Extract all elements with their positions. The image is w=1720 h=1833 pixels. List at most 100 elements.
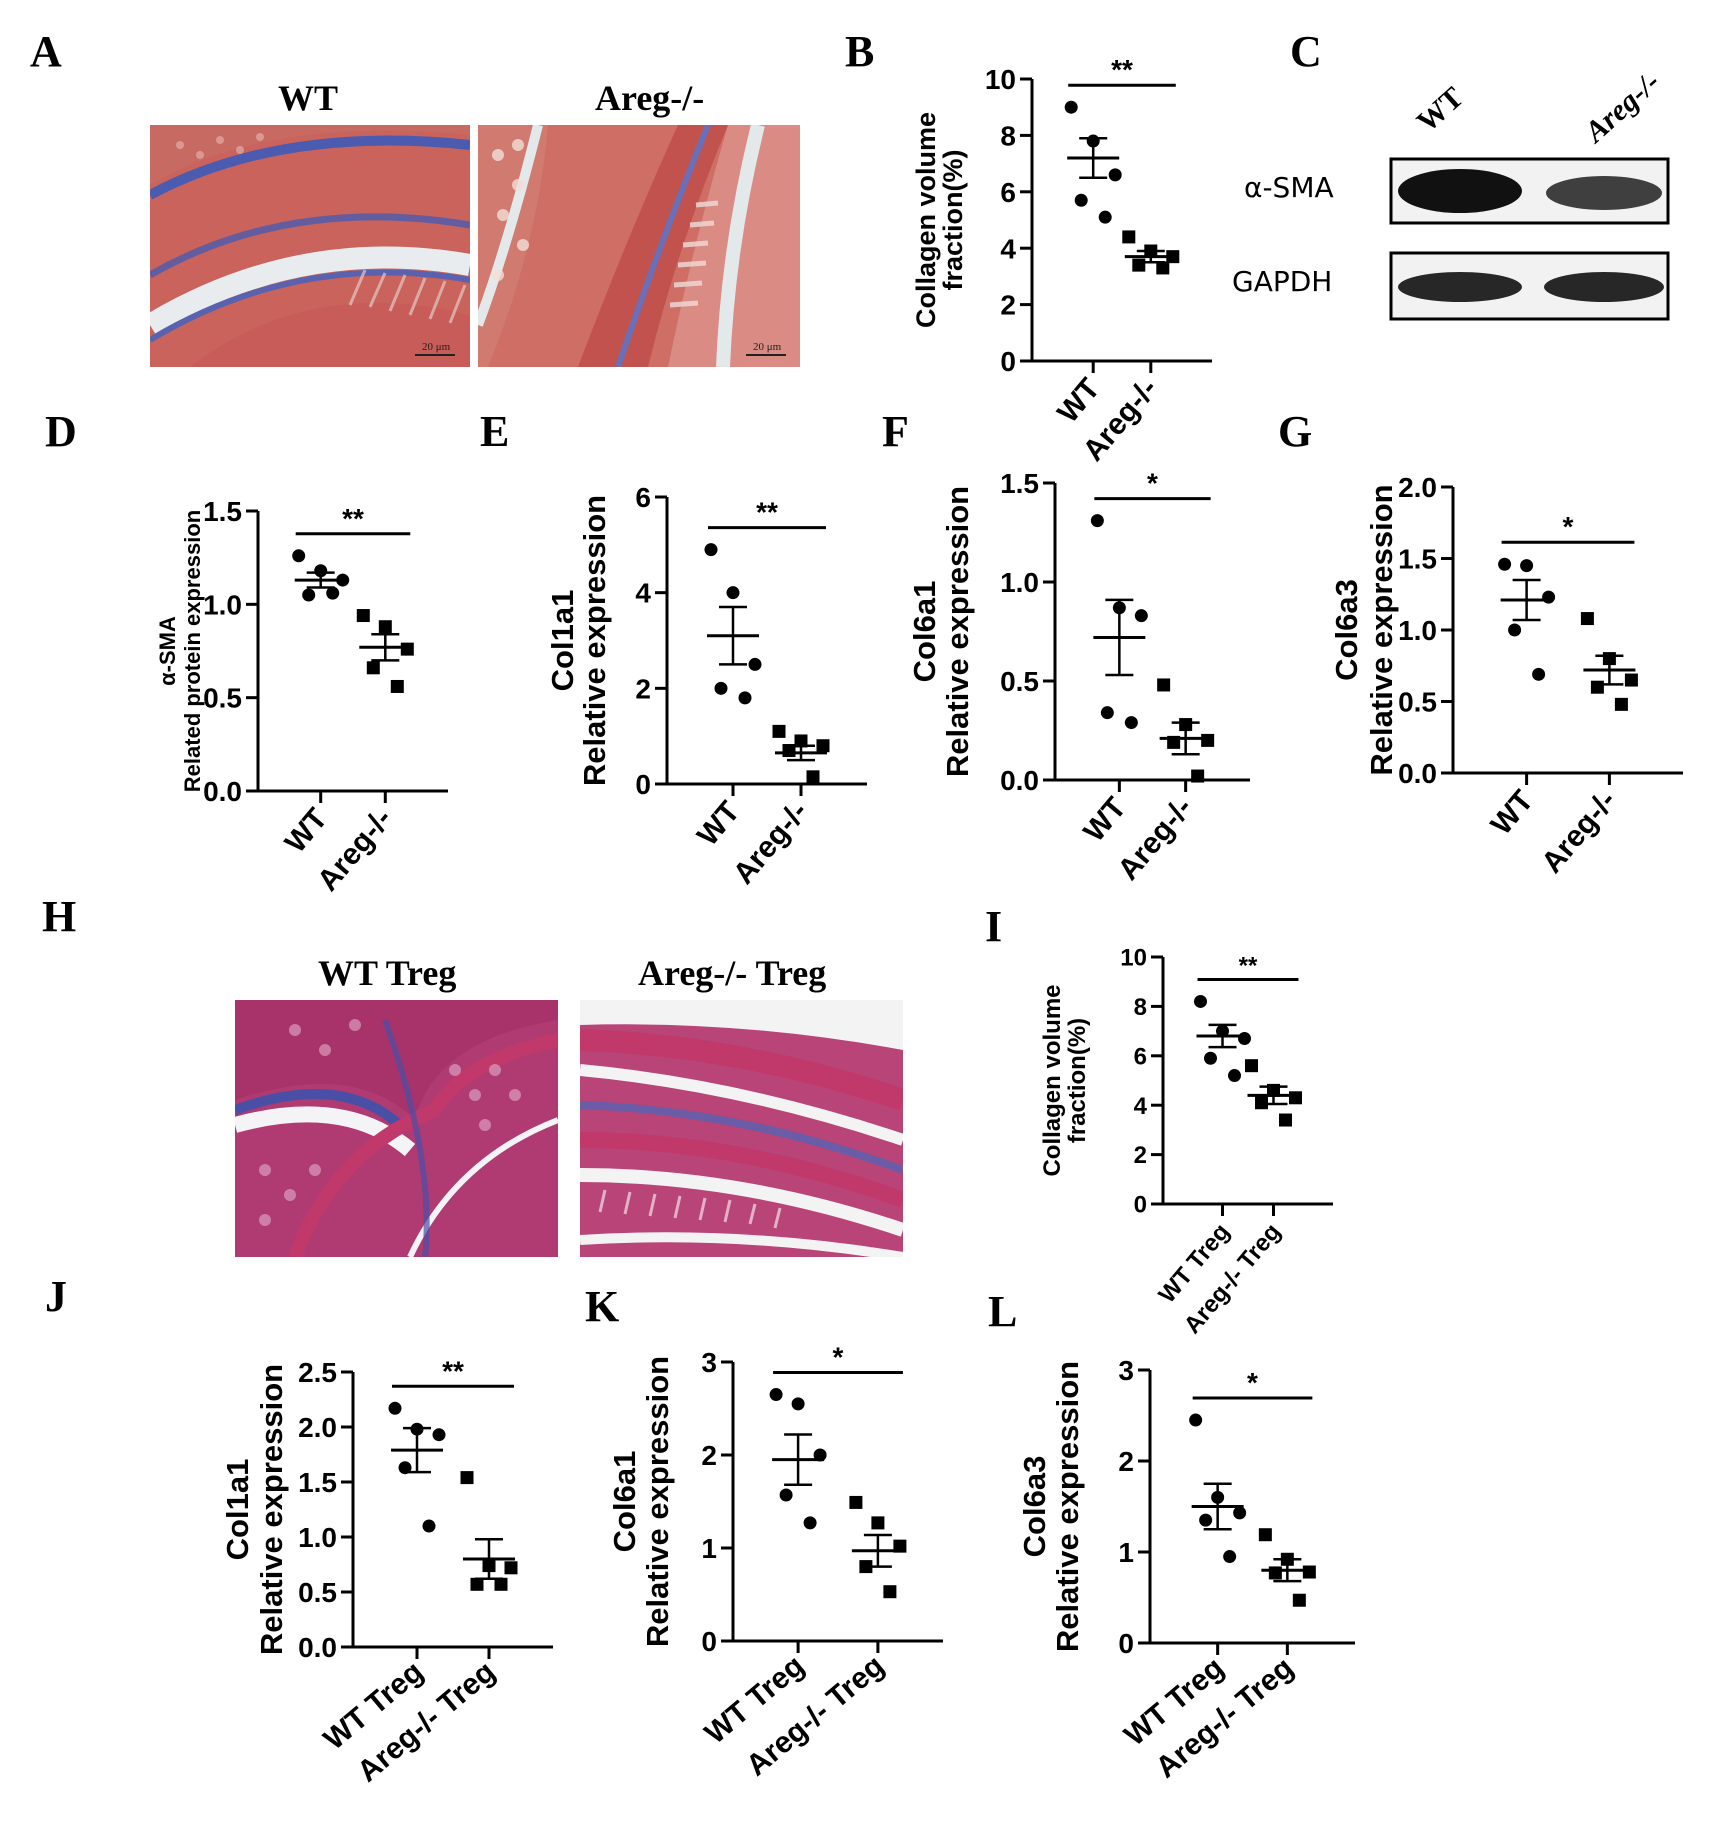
panel-letter-k: K (585, 1282, 620, 1331)
y-tick-label: 2 (1134, 1142, 1147, 1169)
data-point (1292, 1593, 1306, 1607)
data-point (1074, 193, 1088, 207)
y-tick-label: 0.5 (298, 1577, 337, 1608)
data-point (871, 1516, 885, 1530)
data-point (1520, 559, 1534, 573)
histology-title-wt-treg: WT Treg (318, 953, 457, 993)
data-point (738, 691, 752, 705)
y-tick-label: 1.5 (1000, 468, 1039, 499)
y-axis-label: Col1a1 (545, 590, 580, 692)
blot-row-label-alpha-sma: α-SMA (1244, 171, 1334, 204)
data-point (806, 770, 820, 784)
x-tick-label: WT (1485, 784, 1540, 841)
panel-letter-e: E (480, 407, 510, 456)
data-point (1124, 716, 1138, 730)
x-tick-label: WT (1077, 791, 1132, 848)
data-point (390, 679, 404, 693)
data-point (378, 620, 392, 634)
data-point (1132, 258, 1146, 272)
panel-letter-g: G (1278, 407, 1313, 456)
y-tick-label: 1.5 (1398, 544, 1437, 575)
significance-label: * (1563, 511, 1574, 542)
y-tick-label: 2.0 (298, 1412, 337, 1443)
data-point (1199, 1513, 1213, 1527)
y-tick-label: 8 (1000, 120, 1016, 151)
data-point (1302, 1565, 1316, 1579)
y-axis-label: Relative expression (1050, 1361, 1085, 1652)
y-axis-label: Relative expression (254, 1364, 289, 1655)
y-axis-label: α-SMA (155, 616, 180, 686)
data-point (1233, 1506, 1247, 1520)
y-tick-label: 3 (701, 1347, 717, 1378)
histology-title-areg-ko-treg: Areg-/- Treg (638, 953, 827, 993)
panel-letter-a: A (30, 27, 62, 76)
data-point (1542, 590, 1556, 604)
y-tick-label: 6 (1134, 1043, 1147, 1070)
data-point (726, 586, 740, 600)
x-tick-label: Areg-/- (727, 795, 814, 890)
panel-letter-i: I (985, 902, 1003, 951)
y-tick-label: 1.0 (203, 589, 242, 620)
data-point (1090, 514, 1104, 528)
y-tick-label: 4 (635, 578, 651, 609)
blot-row-label-gapdh: GAPDH (1232, 265, 1333, 298)
histology-image-wt: 20 μm (150, 125, 470, 367)
y-tick-label: 1 (701, 1533, 717, 1564)
data-point (849, 1495, 863, 1509)
data-point (772, 724, 786, 738)
scale-bar (415, 354, 455, 356)
data-point (1228, 1069, 1241, 1083)
panel-letter-f: F (882, 407, 909, 456)
y-axis-label: Collagen volume (1039, 984, 1066, 1176)
panel-letter-l: L (988, 1287, 1018, 1336)
significance-label: * (833, 1342, 844, 1373)
data-point (1201, 733, 1215, 747)
significance-label: * (1247, 1367, 1258, 1398)
data-point (314, 564, 328, 578)
y-tick-label: 4 (1000, 233, 1016, 264)
x-tick-label: Areg-/- Treg (740, 1649, 890, 1782)
data-point (1134, 609, 1148, 623)
y-tick-label: 2 (1000, 290, 1016, 321)
data-point (494, 1577, 508, 1591)
data-point (1279, 1113, 1292, 1127)
y-tick-label: 0 (701, 1626, 717, 1657)
histology-title-areg-ko: Areg-/- (595, 78, 705, 118)
data-point (714, 681, 728, 695)
y-tick-label: 0.0 (1398, 758, 1437, 789)
data-point (791, 1397, 805, 1411)
y-axis-label: Relative expression (1364, 484, 1399, 775)
y-axis-label: Relative expression (577, 495, 612, 786)
y-tick-label: 8 (1134, 994, 1147, 1021)
y-tick-label: 0 (1118, 1628, 1134, 1659)
y-tick-label: 2 (701, 1440, 717, 1471)
panel-letter-c: C (1290, 27, 1322, 76)
significance-label: ** (342, 503, 364, 534)
scale-bar-label: 20 μm (422, 341, 451, 353)
histology-title-wt: WT (278, 78, 339, 118)
data-point (1532, 667, 1546, 681)
data-point (769, 1388, 783, 1402)
x-tick-label: WT (691, 795, 746, 852)
data-point (1191, 769, 1205, 783)
y-axis-label: Col6a3 (1329, 579, 1364, 681)
y-tick-label: 0.5 (1000, 666, 1039, 697)
panel-letter-b: B (845, 27, 875, 76)
y-tick-label: 1.0 (1398, 615, 1437, 646)
y-tick-label: 0 (635, 769, 651, 800)
y-tick-label: 1.0 (298, 1522, 337, 1553)
y-tick-label: 0.5 (203, 683, 242, 714)
y-tick-label: 6 (1000, 177, 1016, 208)
y-tick-label: 2 (635, 673, 651, 704)
data-point (1204, 1051, 1217, 1065)
data-point (1289, 1091, 1302, 1105)
histology-image-areg-ko: 20 μm (478, 125, 800, 367)
significance-label: ** (1111, 54, 1133, 85)
panel-letter-h: H (42, 892, 77, 941)
y-axis-label: Col6a1 (607, 1451, 642, 1553)
